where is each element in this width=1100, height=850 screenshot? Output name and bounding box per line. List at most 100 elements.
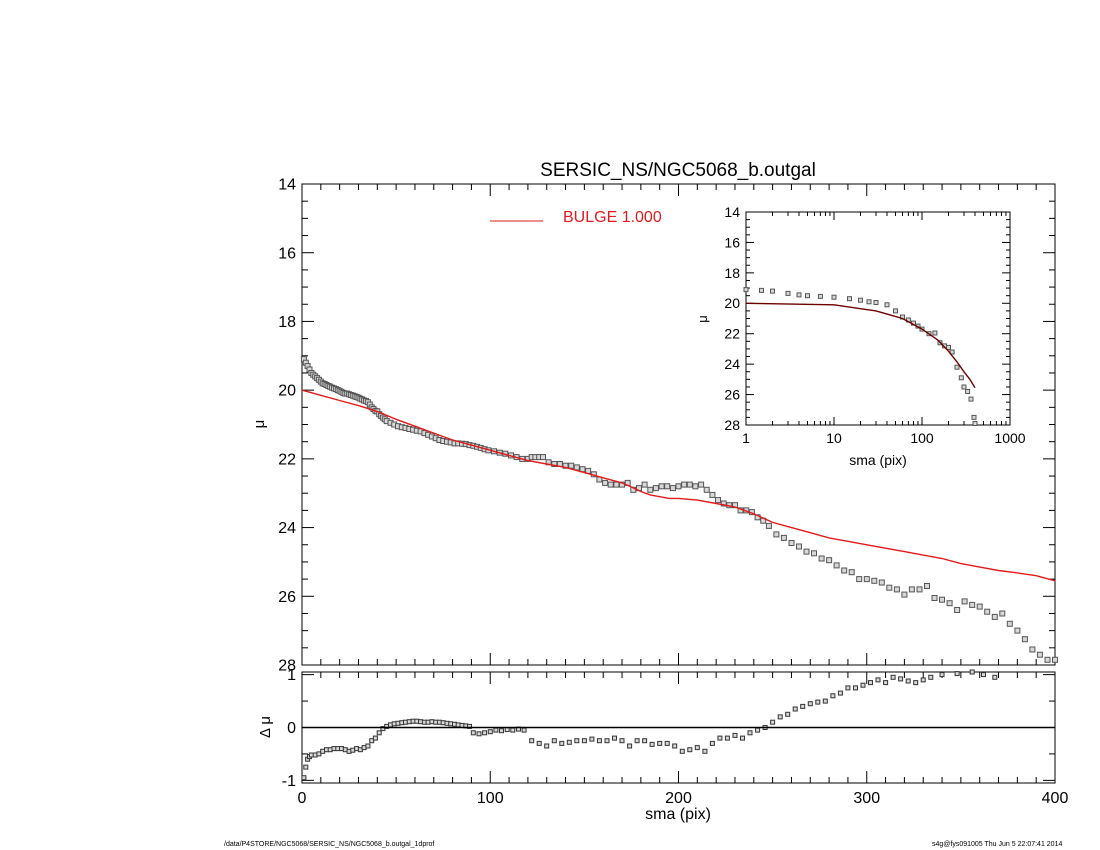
data-point (709, 740, 715, 746)
data-point (715, 497, 721, 504)
data-point (992, 674, 998, 680)
data-point (709, 491, 716, 498)
data-point (544, 743, 550, 749)
data-point (890, 674, 896, 680)
data-point (968, 396, 974, 402)
data-point (596, 738, 602, 744)
data-point (893, 308, 898, 314)
data-point (702, 748, 708, 754)
data-point (521, 727, 527, 733)
data-point (972, 421, 978, 426)
y-tick-label: 20 (724, 295, 740, 311)
inset-x-axis-label: sma (pix) (849, 452, 907, 468)
data-point (759, 287, 764, 293)
data-point (884, 302, 890, 308)
data-point (303, 764, 309, 770)
inset-log-panel: 14 16 18 20 22 24 26 281 10 100 1000 μ sma (pix) (695, 204, 1026, 468)
data-point (487, 729, 493, 735)
data-point (669, 485, 676, 492)
data-point (803, 548, 810, 555)
main-ticks: 14 16 18 20 22 24 26 28 (278, 177, 1056, 675)
x-tick-label: 100 (910, 430, 934, 446)
data-point (1036, 651, 1043, 658)
y-tick-label: 28 (724, 417, 740, 433)
data-point (920, 677, 926, 683)
y-tick-label: 22 (724, 326, 740, 342)
data-point (581, 738, 587, 744)
data-point (1029, 646, 1036, 653)
y-tick-label: 16 (724, 234, 740, 250)
data-point (562, 462, 569, 469)
data-point (811, 550, 817, 557)
data-point (818, 555, 825, 562)
data-point (969, 669, 975, 675)
data-point (372, 735, 378, 741)
residual-y-axis-label: Δ μ (257, 716, 274, 738)
data-point (954, 607, 961, 613)
data-point (573, 464, 580, 471)
data-point (805, 293, 810, 299)
y-tick-label: 26 (278, 589, 296, 606)
y-tick-label: 22 (278, 451, 296, 468)
data-point (755, 727, 761, 733)
y-tick-label: 28 (278, 658, 296, 675)
y-tick-label: 26 (724, 386, 740, 402)
data-point (969, 601, 976, 608)
data-point (627, 743, 633, 749)
data-point (858, 297, 863, 303)
data-point (901, 591, 908, 598)
data-point (826, 557, 833, 564)
data-point (868, 680, 873, 686)
x-tick-label: 1000 (994, 430, 1025, 446)
y-tick-label: 1 (287, 667, 296, 684)
data-point (740, 735, 745, 741)
y-tick-label: 14 (278, 177, 296, 194)
data-point (924, 583, 930, 589)
data-point (664, 740, 670, 746)
data-point (694, 745, 700, 751)
y-tick-label: 16 (278, 245, 296, 262)
data-point (807, 701, 813, 707)
data-point (536, 740, 542, 746)
data-point (732, 732, 738, 738)
data-point (619, 738, 625, 744)
data-point (493, 727, 499, 733)
inset-plot-frame (745, 211, 1011, 426)
data-point (946, 600, 953, 607)
data-point (589, 736, 595, 742)
data-point (672, 743, 678, 749)
data-point (687, 747, 693, 753)
data-point (634, 738, 640, 744)
data-point (551, 461, 558, 467)
main-data-marks (300, 356, 1058, 663)
data-point (841, 567, 848, 574)
data-point (932, 330, 938, 336)
y-tick-label: 18 (724, 265, 740, 281)
data-point (642, 738, 648, 744)
x-tick-label: 100 (477, 790, 504, 807)
data-point (476, 731, 482, 737)
data-point (316, 751, 322, 757)
data-point (845, 685, 851, 691)
data-point (724, 735, 730, 741)
data-point (796, 543, 802, 550)
x-tick-label: 400 (1042, 790, 1069, 807)
data-point (954, 671, 960, 677)
data-point (831, 294, 837, 300)
data-point (657, 740, 663, 746)
data-point (837, 690, 843, 696)
model-line (745, 302, 976, 389)
data-point (939, 672, 945, 678)
data-point (913, 680, 919, 686)
data-point (365, 743, 371, 749)
data-point (946, 344, 951, 350)
data-point (743, 287, 749, 293)
data-point (692, 483, 699, 490)
data-point (613, 481, 620, 488)
data-point (369, 738, 375, 744)
data-point (886, 584, 893, 591)
data-point (796, 292, 802, 298)
data-point (928, 674, 934, 680)
data-point (510, 727, 516, 733)
data-point (961, 384, 967, 390)
